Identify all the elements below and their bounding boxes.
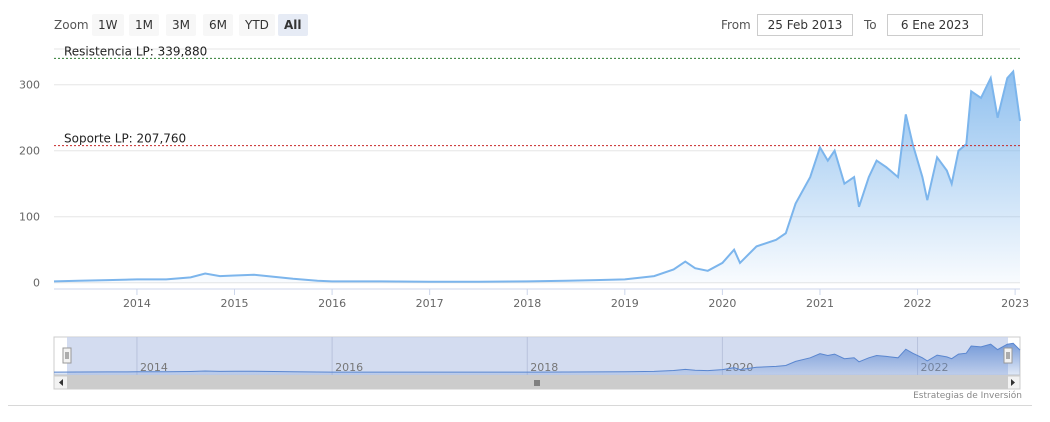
y-tick-label: 0 [33, 277, 40, 290]
x-tick-label: 2018 [513, 297, 541, 310]
x-tick-label: 2016 [318, 297, 346, 310]
y-tick-label: 300 [19, 79, 40, 92]
x-tick-label: 2014 [123, 297, 151, 310]
navigator-series-line [53, 342, 1021, 373]
zoom-label: Zoom [54, 18, 89, 32]
navigator-tick-label: 2014 [140, 361, 168, 374]
scroll-left-arrow-icon[interactable] [59, 379, 63, 386]
x-tick-label: 2022 [904, 297, 932, 310]
credit-text: Estrategias de Inversión [913, 391, 1022, 401]
x-tick-label: 2021 [806, 297, 834, 310]
x-tick-label: 2019 [611, 297, 639, 310]
zoom-6m-button[interactable]: 6M [203, 14, 233, 36]
navigator-left-handle[interactable] [62, 347, 72, 364]
from-date-input[interactable]: 25 Feb 2013 [757, 14, 853, 36]
zoom-3m-button[interactable]: 3M [166, 14, 196, 36]
y-tick-label: 200 [19, 145, 40, 158]
scroll-right-arrow-icon[interactable] [1011, 379, 1015, 386]
from-label: From [721, 18, 751, 32]
to-label: To [864, 18, 877, 32]
x-tick-label: 2017 [416, 297, 444, 310]
zoom-1m-button[interactable]: 1M [129, 14, 159, 36]
x-tick-label: 2023 [1001, 297, 1029, 310]
x-tick-label: 2015 [221, 297, 249, 310]
zoom-all-button[interactable]: All [278, 14, 308, 36]
navigator-right-handle[interactable] [1003, 347, 1013, 364]
navigator-series-area [54, 343, 1020, 375]
series-line [53, 69, 1021, 283]
navigator-tick-label: 2018 [530, 361, 558, 374]
to-date-input[interactable]: 6 Ene 2023 [887, 14, 983, 36]
y-tick-label: 100 [19, 211, 40, 224]
navigator-tick-label: 2016 [335, 361, 363, 374]
plot-line-label: Soporte LP: 207,760 [64, 132, 186, 146]
x-tick-label: 2020 [708, 297, 736, 310]
bottom-divider [8, 405, 1032, 406]
plot-line-label: Resistencia LP: 339,880 [64, 44, 207, 58]
series-area [54, 71, 1020, 283]
zoom-1w-button[interactable]: 1W [92, 14, 124, 36]
zoom-ytd-button[interactable]: YTD [239, 14, 275, 36]
